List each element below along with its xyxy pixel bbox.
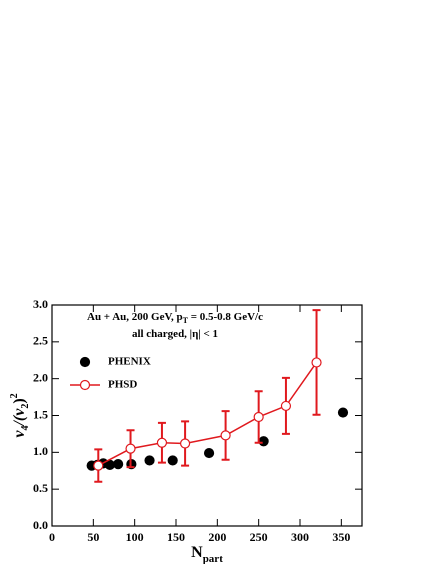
- x-axis-label: Npart: [191, 544, 223, 564]
- y-tick-label: 0.5: [33, 481, 48, 495]
- marker: [156, 437, 168, 448]
- marker: [258, 436, 269, 447]
- y-label-part: /(v: [11, 408, 28, 427]
- annotation-part: all charged, |η| < 1: [132, 328, 218, 340]
- marker: [167, 455, 178, 466]
- y-tick-label: 1.0: [33, 444, 48, 458]
- x-tick-label: 350: [332, 530, 350, 544]
- marker: [179, 438, 191, 449]
- y-tick-label: 0.0: [33, 518, 48, 532]
- annotation-part: = 0.5-0.8 GeV/c: [188, 311, 263, 323]
- marker: [337, 407, 349, 418]
- y-label-part: 2: [9, 393, 20, 398]
- annotation-part: T: [183, 316, 189, 325]
- marker: [203, 447, 215, 459]
- x-label-part: N: [191, 544, 203, 561]
- marker: [93, 460, 104, 471]
- y-label-part: 2: [20, 404, 31, 409]
- marker: [144, 455, 155, 466]
- annotation-part: Au + Au, 200 GeV, p: [87, 311, 183, 323]
- x-tick-label: 100: [126, 530, 144, 544]
- x-tick-label: 150: [167, 530, 185, 544]
- y-label-part: ): [11, 398, 28, 403]
- marker: [220, 430, 231, 441]
- y-axis-label: v4/(v2)2: [9, 393, 31, 437]
- x-tick-label: 50: [87, 530, 99, 544]
- marker: [125, 443, 136, 454]
- legend-marker: [79, 379, 91, 391]
- annotation: all charged, |η| < 1: [132, 328, 218, 340]
- y-tick-label: 2.0: [33, 370, 48, 384]
- y-tick-label: 2.5: [33, 334, 48, 348]
- x-tick-label: 250: [250, 530, 268, 544]
- x-tick-label: 200: [208, 530, 226, 544]
- legend-marker: [79, 356, 91, 368]
- x-tick-label: 300: [291, 530, 309, 544]
- annotation: Au + Au, 200 GeV, pT = 0.5-0.8 GeV/c: [87, 311, 263, 326]
- legend-label: PHENIX: [108, 356, 151, 368]
- legend-label: PHSD: [108, 379, 137, 391]
- y-tick-label: 1.5: [33, 407, 48, 421]
- y-label-part: 4: [20, 426, 31, 431]
- marker: [113, 459, 124, 470]
- marker: [253, 411, 264, 423]
- x-label-part: part: [203, 553, 224, 564]
- marker: [280, 400, 292, 412]
- x-tick-label: 0: [49, 530, 55, 544]
- marker: [311, 357, 322, 368]
- y-label-part: v: [11, 430, 28, 438]
- y-tick-label: 3.0: [33, 297, 48, 311]
